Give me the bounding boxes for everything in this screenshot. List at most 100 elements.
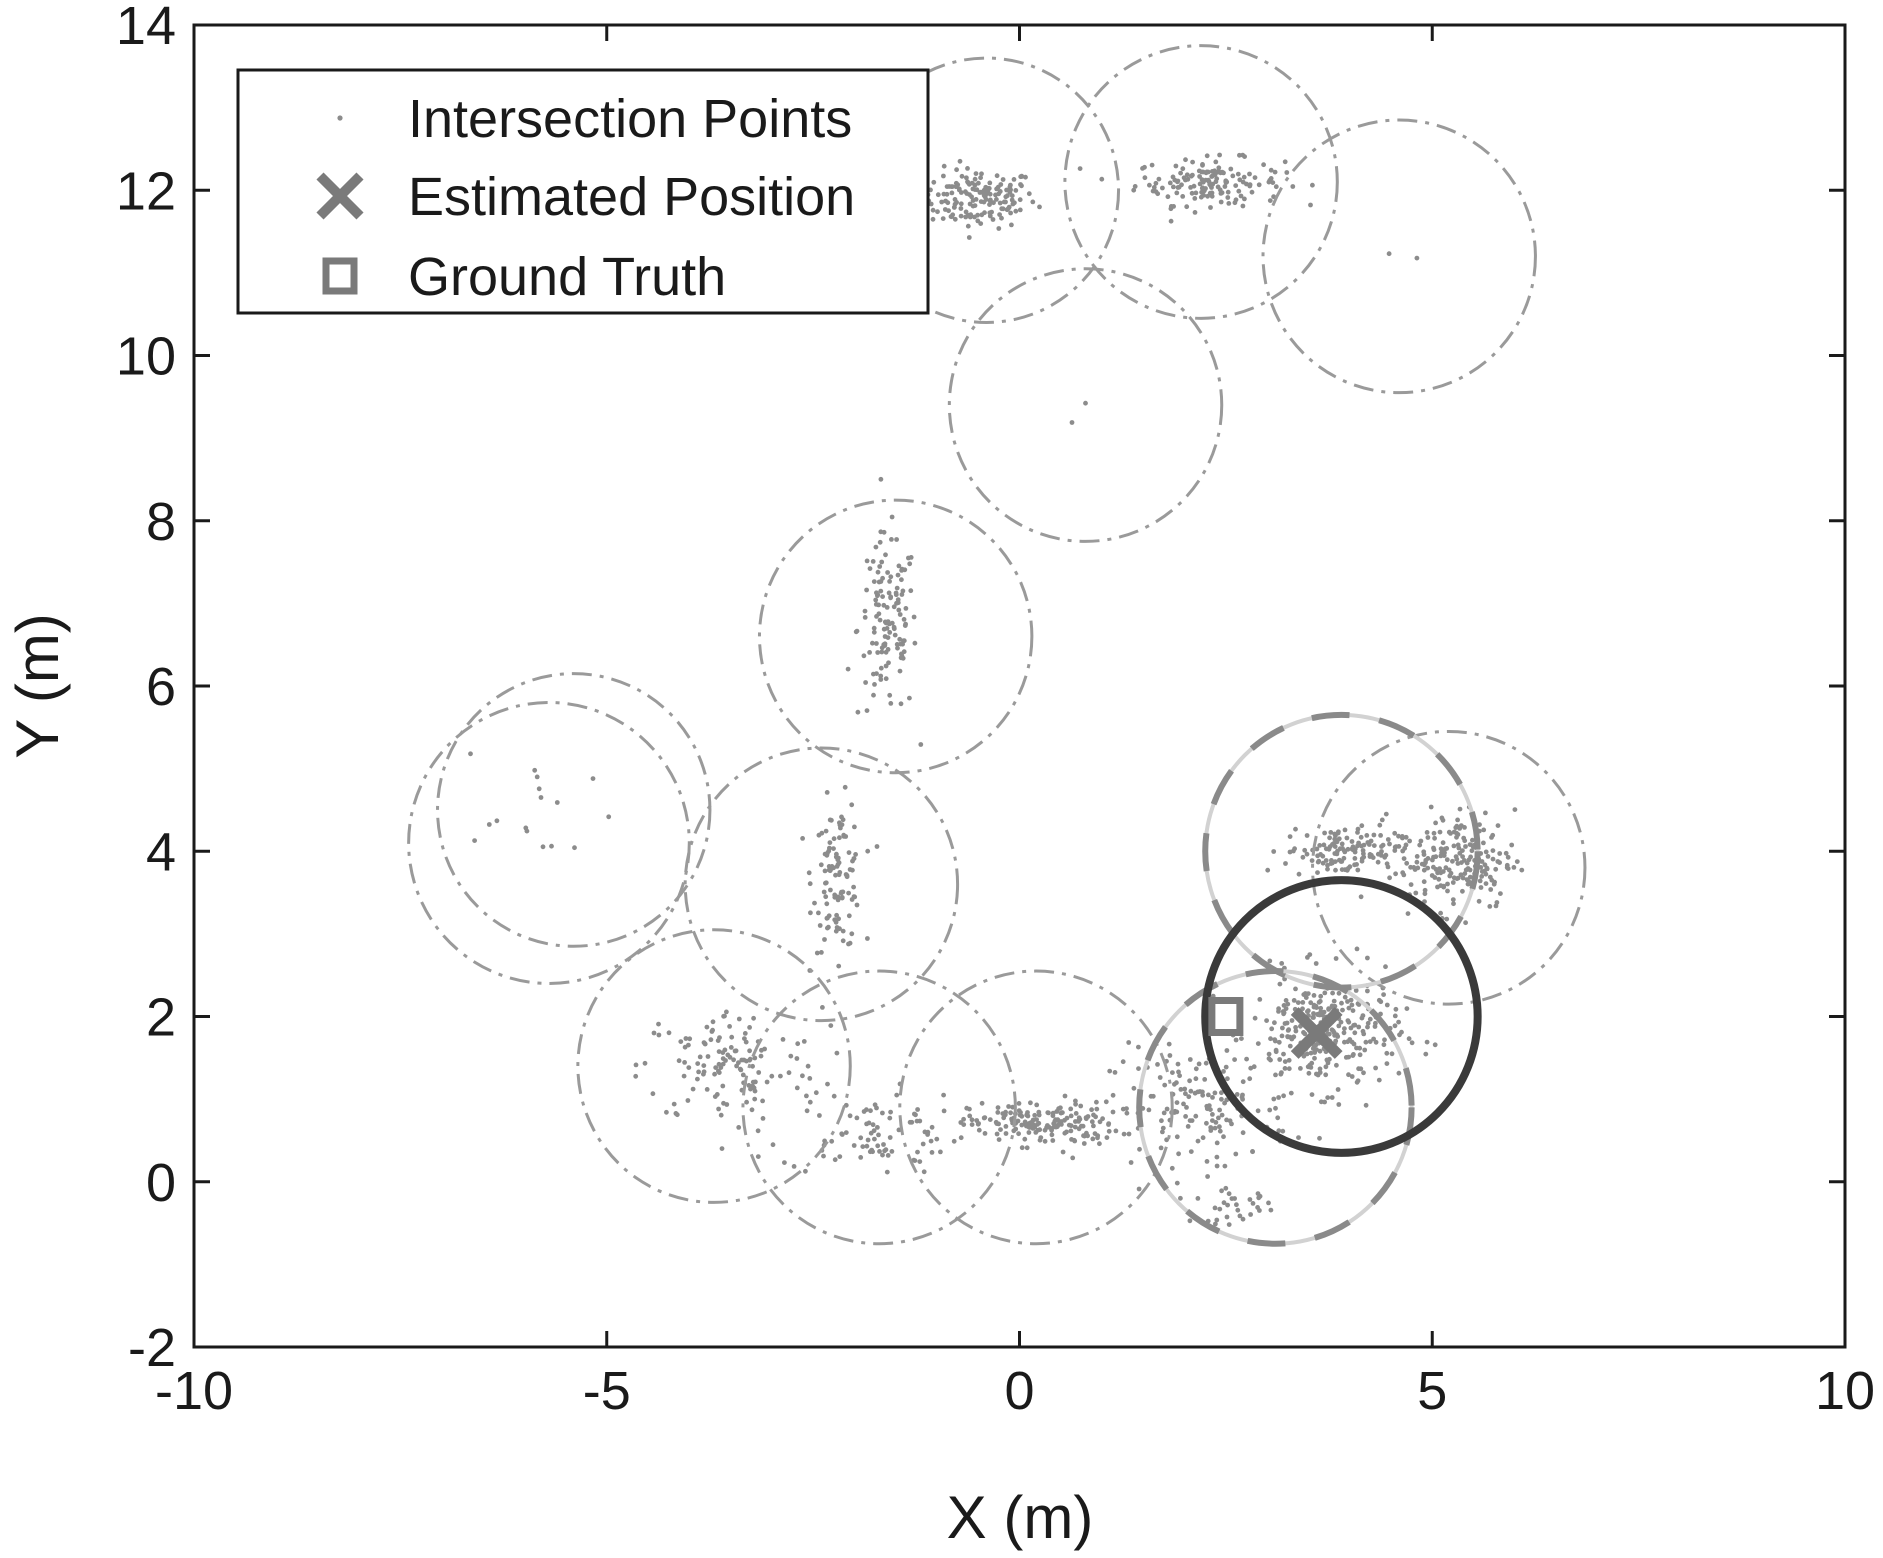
intersection-point xyxy=(1296,1135,1301,1140)
intersection-point xyxy=(909,1119,915,1125)
intersection-point xyxy=(1376,1077,1382,1083)
intersection-point xyxy=(1167,180,1173,186)
intersection-point xyxy=(1364,833,1370,838)
intersection-point xyxy=(1305,991,1311,996)
intersection-point xyxy=(801,1039,807,1044)
intersection-point xyxy=(1495,823,1501,828)
intersection-point xyxy=(1293,1025,1298,1030)
intersection-point xyxy=(968,212,974,218)
intersection-point xyxy=(1049,1127,1054,1133)
intersection-point xyxy=(990,217,996,222)
intersection-point xyxy=(1089,1119,1095,1125)
intersection-point xyxy=(1233,1037,1239,1043)
intersection-point xyxy=(819,830,825,836)
intersection-point xyxy=(1358,1066,1364,1072)
intersection-point xyxy=(1248,1065,1254,1071)
intersection-point xyxy=(865,848,871,854)
intersection-point xyxy=(720,1083,726,1089)
intersection-point xyxy=(1124,1110,1130,1116)
intersection-point xyxy=(1327,835,1332,841)
intersection-point xyxy=(681,1073,687,1079)
intersection-point xyxy=(1032,1112,1038,1118)
intersection-point xyxy=(1266,1051,1272,1057)
intersection-point xyxy=(1379,844,1384,849)
intersection-point xyxy=(728,1045,734,1050)
intersection-point xyxy=(997,200,1003,206)
intersection-point xyxy=(1286,1066,1292,1072)
intersection-point xyxy=(873,597,879,603)
intersection-point xyxy=(966,235,972,240)
intersection-point xyxy=(1396,1019,1401,1025)
intersection-point xyxy=(1400,835,1405,841)
intersection-point xyxy=(690,1086,696,1092)
intersection-point xyxy=(846,941,851,947)
intersection-point xyxy=(780,1037,786,1042)
intersection-point xyxy=(1414,854,1420,859)
intersection-point xyxy=(987,1117,993,1122)
intersection-point xyxy=(1210,1095,1215,1100)
intersection-point xyxy=(1317,1135,1322,1141)
intersection-point xyxy=(1476,898,1482,904)
intersection-point xyxy=(1483,810,1488,816)
intersection-point xyxy=(1193,190,1199,196)
intersection-point xyxy=(822,868,828,874)
intersection-point xyxy=(1214,1154,1220,1160)
intersection-point xyxy=(1340,1007,1345,1013)
intersection-point xyxy=(888,1109,893,1115)
intersection-point xyxy=(875,1125,880,1130)
intersection-point xyxy=(536,786,542,792)
intersection-point xyxy=(1329,1003,1335,1009)
intersection-point xyxy=(808,910,813,916)
intersection-point xyxy=(1223,1064,1229,1070)
intersection-point xyxy=(1279,1033,1285,1039)
intersection-point xyxy=(965,179,970,185)
intersection-point xyxy=(1153,189,1159,195)
intersection-point xyxy=(972,214,977,220)
intersection-point xyxy=(1077,166,1083,172)
intersection-point xyxy=(1295,1000,1301,1005)
intersection-point xyxy=(742,1031,748,1036)
intersection-point xyxy=(870,1149,875,1155)
intersection-point xyxy=(898,641,903,647)
intersection-point xyxy=(1013,1126,1019,1132)
intersection-point xyxy=(1348,997,1354,1003)
intersection-point xyxy=(958,201,964,207)
intersection-point xyxy=(1346,1005,1352,1011)
intersection-point xyxy=(1408,882,1414,887)
intersection-point xyxy=(701,1063,707,1068)
intersection-point xyxy=(1221,1200,1227,1206)
intersection-point xyxy=(1228,166,1234,172)
intersection-point xyxy=(906,555,911,561)
intersection-point xyxy=(1073,1098,1078,1104)
intersection-point xyxy=(717,1035,722,1040)
intersection-point xyxy=(1311,993,1317,998)
intersection-point xyxy=(816,910,821,916)
intersection-point xyxy=(1317,1066,1323,1072)
intersection-point xyxy=(931,179,937,185)
intersection-point xyxy=(805,1063,811,1069)
intersection-point xyxy=(1192,196,1198,201)
intersection-point xyxy=(879,649,885,655)
intersection-point xyxy=(710,1019,716,1025)
intersection-point xyxy=(1227,1118,1233,1124)
intersection-point xyxy=(1257,997,1263,1002)
intersection-point xyxy=(880,575,885,581)
intersection-point xyxy=(1193,1113,1199,1119)
intersection-point xyxy=(1112,1070,1118,1075)
intersection-point xyxy=(940,216,946,222)
intersection-point xyxy=(1379,849,1384,854)
intersection-point xyxy=(935,209,940,215)
intersection-point xyxy=(965,223,971,229)
intersection-point xyxy=(1089,1107,1094,1113)
intersection-point xyxy=(1026,1121,1032,1126)
intersection-point xyxy=(1266,1200,1271,1206)
intersection-point xyxy=(697,1054,703,1060)
intersection-point xyxy=(867,650,872,655)
intersection-point xyxy=(1431,830,1437,836)
intersection-point xyxy=(898,701,904,707)
intersection-point xyxy=(1217,152,1222,158)
range-circle xyxy=(407,701,691,985)
intersection-point xyxy=(1285,1034,1290,1039)
intersection-point xyxy=(1424,1039,1430,1045)
intersection-point xyxy=(1046,1110,1051,1116)
